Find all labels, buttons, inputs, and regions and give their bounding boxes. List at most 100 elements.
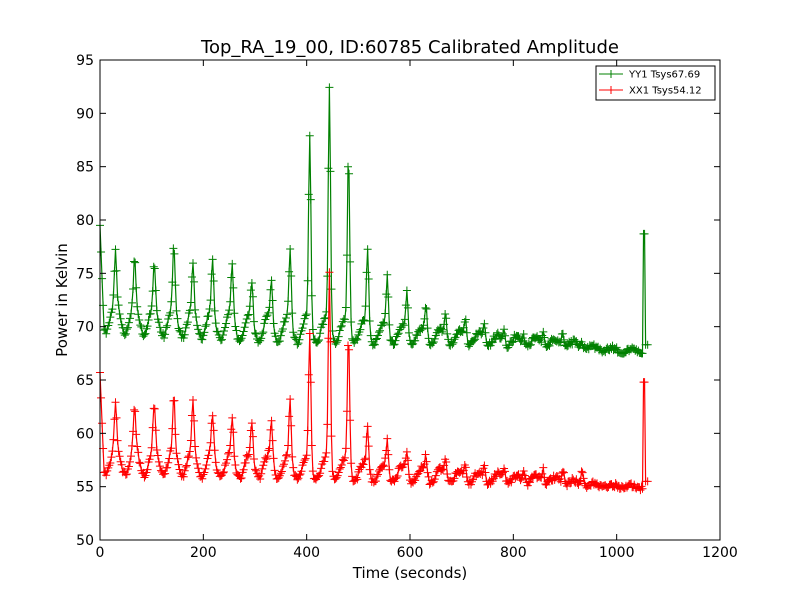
data-point-xx1 [304,370,313,379]
data-point-xx1 [198,474,207,483]
data-point-yy1 [403,303,412,312]
data-point-xx1 [269,454,278,463]
data-point-yy1 [519,329,528,338]
data-point-xx1 [301,454,310,463]
data-point-yy1 [509,337,518,346]
data-point-yy1 [516,337,525,346]
data-point-xx1 [127,452,135,461]
data-point-yy1 [150,264,159,273]
data-point-xx1 [539,463,548,472]
data-point-xx1 [440,461,449,470]
data-point-xx1 [366,470,375,479]
data-point-yy1 [443,329,452,338]
data-point-yy1 [361,302,370,311]
data-point-xx1 [236,474,245,483]
data-point-yy1 [302,310,311,319]
data-point-xx1 [251,465,259,474]
data-point-xx1 [220,468,228,477]
data-point-xx1 [487,475,496,484]
data-point-xx1 [574,480,583,489]
data-point-yy1 [105,318,114,327]
data-point-xx1 [182,461,191,470]
data-point-yy1 [400,315,409,324]
data-point-yy1 [504,343,513,352]
data-point-xx1 [409,478,418,487]
data-point-xx1 [385,465,394,474]
data-point-yy1 [162,323,171,332]
data-point-yy1 [347,318,356,327]
data-point-xx1 [442,457,451,466]
data-point-yy1 [299,320,308,329]
data-point-xx1 [283,450,292,459]
data-point-yy1 [275,337,284,346]
data-point-xx1 [185,447,194,456]
data-point-yy1 [319,320,328,329]
data-point-yy1 [164,314,173,323]
data-point-yy1 [276,331,285,340]
data-point-yy1 [392,332,401,341]
data-point-yy1 [381,309,390,318]
data-point-yy1 [413,331,422,340]
data-point-xx1 [499,468,507,477]
data-point-yy1 [304,190,313,199]
data-point-yy1 [461,315,470,324]
data-point-xx1 [190,416,199,425]
data-point-yy1 [98,274,107,283]
data-point-yy1 [450,335,459,344]
data-point-yy1 [457,327,466,336]
data-point-yy1 [333,336,342,345]
data-point-xx1 [365,465,374,474]
data-point-yy1 [201,322,210,331]
data-point-yy1 [363,245,372,254]
data-point-xx1 [353,475,362,484]
data-point-yy1 [247,278,256,287]
data-point-yy1 [230,309,239,318]
data-point-xx1 [289,463,298,472]
plot-frame [100,60,720,540]
data-point-yy1 [365,317,374,326]
data-point-xx1 [206,438,215,447]
data-point-yy1 [305,131,314,140]
data-point-yy1 [362,268,371,277]
x-axis: 0 200 400 600 800 1000 1200 [96,60,738,561]
data-point-yy1 [303,276,312,285]
data-point-xx1 [222,459,231,468]
data-point-yy1 [307,291,316,300]
data-point-yy1 [320,314,329,323]
data-point-xx1 [347,459,356,468]
data-point-yy1 [121,329,130,338]
data-point-yy1 [159,329,168,338]
data-point-xx1 [364,442,373,451]
data-point-xx1 [244,450,253,459]
x-tick-label: 800 [500,545,527,561]
data-point-yy1 [490,335,499,344]
data-point-xx1 [640,378,649,387]
data-point-yy1 [441,310,450,319]
data-point-yy1 [102,329,111,338]
data-point-yy1 [246,286,255,295]
data-point-yy1 [321,313,330,322]
data-point-xx1 [228,413,237,422]
data-point-yy1 [393,330,402,339]
data-point-yy1 [559,335,568,344]
data-point-xx1 [278,462,287,471]
data-point-xx1 [246,426,255,435]
data-point-yy1 [97,248,106,256]
data-point-xx1 [264,446,273,455]
data-point-xx1 [287,421,296,430]
data-point-xx1 [286,395,295,404]
data-point-xx1 [480,461,489,470]
data-point-yy1 [539,327,548,336]
data-point-yy1 [108,305,117,314]
data-point-yy1 [470,336,479,345]
legend-marker-xx1 [607,86,615,94]
data-point-xx1 [332,473,341,482]
data-point-yy1 [344,162,352,171]
data-point-yy1 [376,326,385,335]
data-point-yy1 [260,319,269,328]
data-point-xx1 [210,446,219,455]
data-point-yy1 [137,322,146,331]
data-point-yy1 [364,274,373,283]
data-point-yy1 [216,336,225,345]
